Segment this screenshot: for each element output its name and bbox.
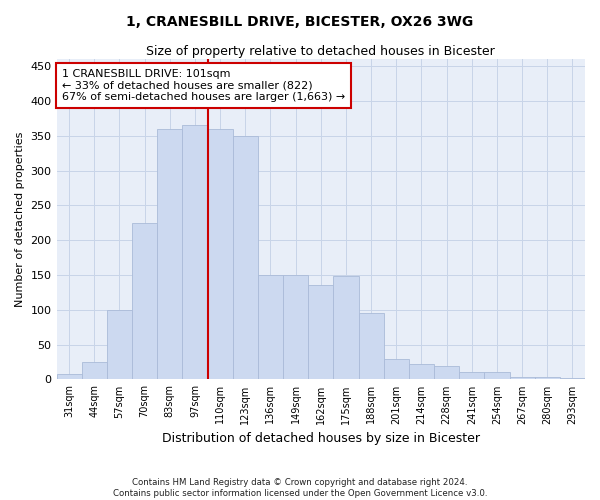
- Bar: [535, 376, 560, 380]
- Bar: [509, 378, 535, 380]
- Text: 1 CRANESBILL DRIVE: 101sqm
← 33% of detached houses are smaller (822)
67% of sem: 1 CRANESBILL DRIVE: 101sqm ← 33% of deta…: [62, 69, 345, 102]
- Bar: [308, 286, 334, 380]
- Bar: [56, 374, 82, 380]
- Bar: [233, 136, 258, 380]
- Title: Size of property relative to detached houses in Bicester: Size of property relative to detached ho…: [146, 45, 495, 58]
- Bar: [560, 378, 585, 380]
- Bar: [208, 129, 233, 380]
- Text: 1, CRANESBILL DRIVE, BICESTER, OX26 3WG: 1, CRANESBILL DRIVE, BICESTER, OX26 3WG: [127, 15, 473, 29]
- Bar: [283, 275, 308, 380]
- Bar: [409, 364, 434, 380]
- Bar: [434, 366, 459, 380]
- Bar: [484, 372, 509, 380]
- X-axis label: Distribution of detached houses by size in Bicester: Distribution of detached houses by size …: [162, 432, 480, 445]
- Bar: [182, 126, 208, 380]
- Y-axis label: Number of detached properties: Number of detached properties: [15, 132, 25, 307]
- Text: Contains HM Land Registry data © Crown copyright and database right 2024.
Contai: Contains HM Land Registry data © Crown c…: [113, 478, 487, 498]
- Bar: [359, 314, 383, 380]
- Bar: [107, 310, 132, 380]
- Bar: [82, 362, 107, 380]
- Bar: [459, 372, 484, 380]
- Bar: [334, 276, 359, 380]
- Bar: [258, 275, 283, 380]
- Bar: [383, 358, 409, 380]
- Bar: [157, 129, 182, 380]
- Bar: [132, 223, 157, 380]
